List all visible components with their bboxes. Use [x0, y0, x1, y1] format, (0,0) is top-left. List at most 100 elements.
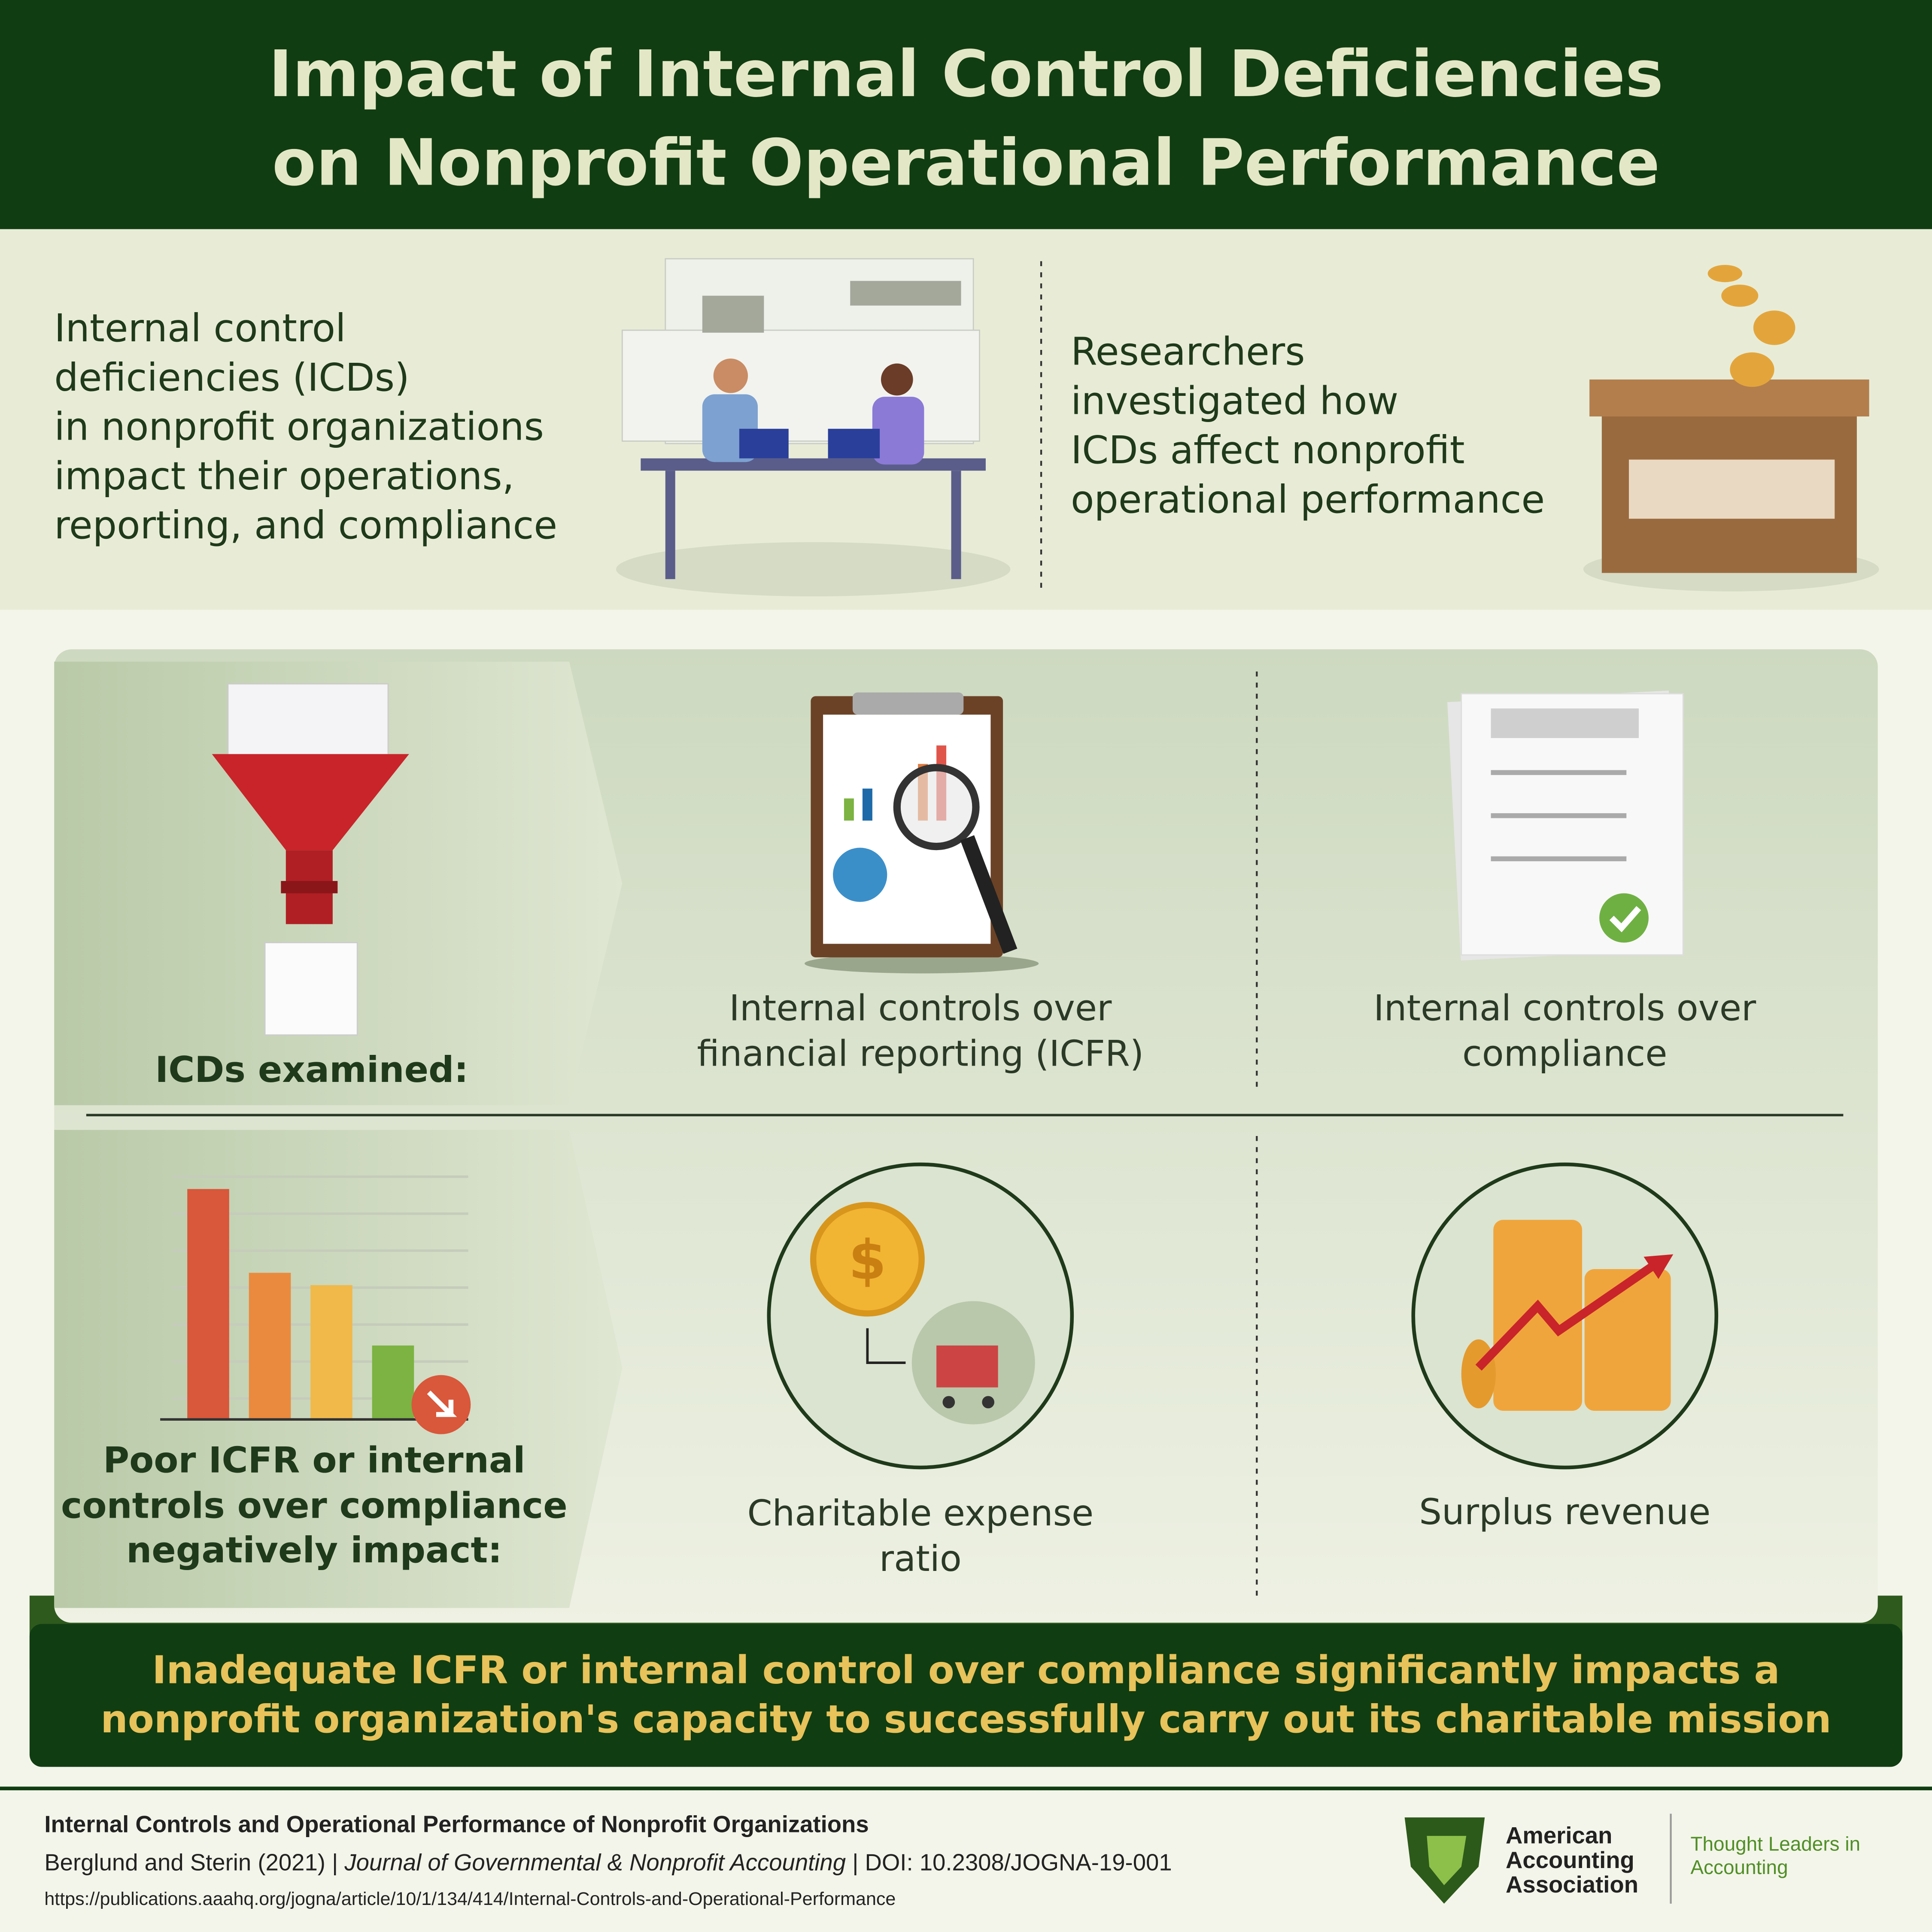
- chevron: [54, 662, 623, 1106]
- tagline: Accounting: [1691, 1856, 1788, 1878]
- intro-text: deficiencies (ICDs): [54, 355, 410, 400]
- decoration: [1427, 1836, 1467, 1885]
- decoration: [767, 1162, 1074, 1470]
- footer-rule: [0, 1786, 1932, 1790]
- citation-authors: Berglund and Sterin (2021) |: [44, 1850, 338, 1876]
- item-text: financial reporting (ICFR): [697, 1033, 1144, 1074]
- item-text: Charitable expense: [747, 1492, 1094, 1534]
- conclusion-text: Inadequate ICFR or internal control over…: [152, 1647, 1780, 1692]
- decoration: [702, 295, 764, 333]
- citation-doi: | DOI: 10.2308/JOGNA-19-001: [852, 1850, 1172, 1876]
- decoration: [621, 329, 981, 442]
- decoration: [951, 471, 961, 579]
- decoration: [850, 281, 961, 306]
- surplus-illustration: [1411, 1162, 1719, 1470]
- declining-bars-illustration: [160, 1175, 471, 1434]
- decoration: [616, 542, 1011, 597]
- expense-ratio-illustration: $: [767, 1162, 1074, 1470]
- decoration: [264, 942, 358, 1036]
- decoration: [1643, 1254, 1674, 1279]
- conclusion-text: nonprofit organization's capacity to suc…: [100, 1697, 1831, 1741]
- section-label: ICDs examined:: [155, 1049, 468, 1091]
- office-illustration: [616, 258, 1011, 597]
- decoration: [982, 1396, 995, 1409]
- logo-text: Accounting: [1506, 1847, 1634, 1873]
- decoration: [1493, 1220, 1582, 1411]
- decoration: [881, 363, 913, 396]
- donation-box: [1583, 265, 1879, 592]
- decoration: [828, 428, 880, 459]
- intro-text: investigated how: [1071, 378, 1398, 423]
- decoration: [805, 954, 1039, 974]
- intro-text: impact their operations,: [54, 453, 514, 498]
- logo-text: American: [1506, 1822, 1612, 1848]
- decoration: [810, 1202, 925, 1317]
- section-label: negatively impact:: [126, 1529, 502, 1571]
- clipboard-illustration: [805, 692, 1039, 974]
- decoration: [852, 692, 964, 715]
- footer-title: Internal Controls and Operational Perfor…: [44, 1811, 869, 1838]
- header-band: [0, 0, 1932, 229]
- item-text: Internal controls over: [1373, 987, 1756, 1029]
- decoration: [212, 754, 409, 851]
- funnel-illustration: [212, 683, 409, 1036]
- decoration: [833, 848, 887, 902]
- decoration: [1629, 459, 1835, 519]
- intro-text: Researchers: [1071, 329, 1305, 374]
- decoration: [310, 1285, 352, 1420]
- intro-text: operational performance: [1071, 477, 1545, 522]
- tagline: Thought Leaders in: [1691, 1833, 1861, 1855]
- item-text: Internal controls over: [729, 987, 1112, 1029]
- decoration: [1721, 284, 1759, 307]
- logo-text: Association: [1506, 1871, 1638, 1898]
- intro-text: Internal control: [54, 306, 346, 350]
- decoration: [427, 1390, 457, 1417]
- decoration: [372, 1345, 414, 1420]
- item-text: ratio: [879, 1538, 962, 1580]
- decoration: [1730, 352, 1774, 387]
- decoration: [1491, 856, 1627, 862]
- title-line: Impact of Internal Control Deficiencies: [269, 37, 1664, 112]
- citation: Berglund and Sterin (2021) | Journal of …: [44, 1850, 1172, 1876]
- citation-journal: Journal of Governmental & Nonprofit Acco…: [344, 1850, 846, 1876]
- decoration: $: [848, 1229, 886, 1292]
- conclusion-band: [29, 1624, 1903, 1767]
- decoration: [942, 1396, 955, 1409]
- decoration: [893, 764, 980, 851]
- decoration: [1589, 379, 1869, 417]
- decoration: [249, 1273, 291, 1420]
- item-text: compliance: [1462, 1033, 1668, 1074]
- decoration: [1609, 906, 1641, 933]
- intro-text: in nonprofit organizations: [54, 404, 544, 449]
- decoration: [1753, 310, 1795, 345]
- decoration: [641, 458, 986, 471]
- intro-text: ICDs affect nonprofit: [1071, 428, 1465, 472]
- decoration: [281, 881, 338, 893]
- item-text: Surplus revenue: [1419, 1491, 1710, 1533]
- section-label: Poor ICFR or internal: [103, 1440, 525, 1481]
- decoration: [872, 397, 924, 465]
- decoration: [844, 798, 854, 821]
- intro-text: reporting, and compliance: [54, 503, 557, 547]
- document-illustration: [1447, 690, 1684, 961]
- decoration: [1475, 1259, 1660, 1371]
- decoration: [739, 428, 789, 459]
- decoration: [862, 788, 872, 821]
- decoration: [1584, 1269, 1671, 1411]
- decoration: [960, 835, 1018, 954]
- decoration: [1599, 893, 1649, 943]
- decoration: [1707, 265, 1743, 283]
- decoration: [1491, 813, 1627, 818]
- decoration: [1491, 708, 1639, 738]
- decoration: [665, 471, 675, 579]
- decoration: [866, 1328, 906, 1364]
- decoration: [187, 1189, 229, 1420]
- citation-url: https://publications.aaahq.org/jogna/art…: [44, 1889, 896, 1909]
- decoration: [936, 1345, 998, 1388]
- title-line: on Nonprofit Operational Performance: [272, 125, 1660, 200]
- decoration: [1491, 770, 1627, 775]
- decoration: [713, 358, 748, 393]
